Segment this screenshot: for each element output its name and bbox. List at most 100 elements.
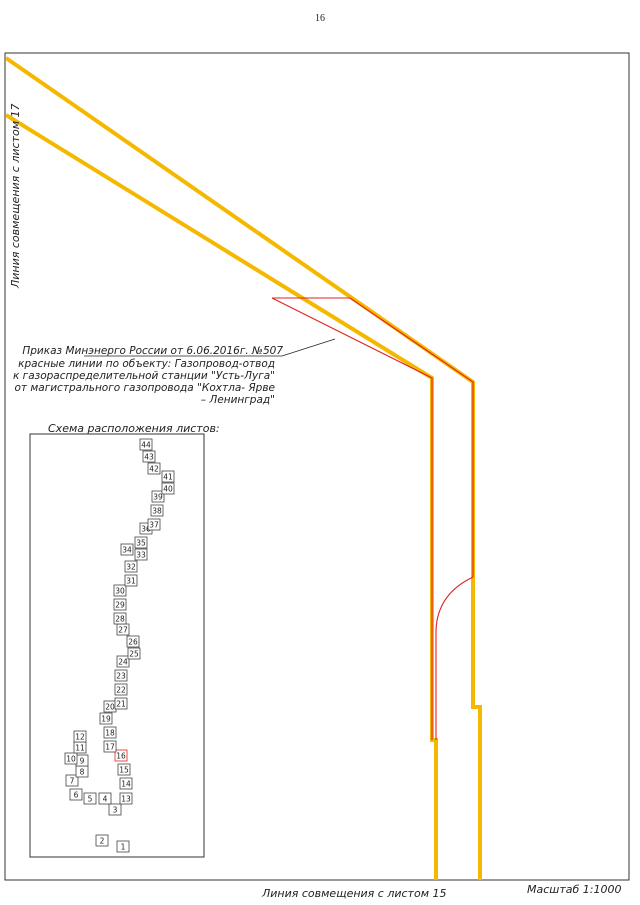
- sheet-box-23: 23: [114, 669, 128, 682]
- sheet-box-number: 7: [70, 777, 75, 786]
- sheet-box-frame: [119, 792, 133, 805]
- sheet-box-25: 25: [127, 647, 141, 660]
- sheet-box-number: 11: [75, 744, 85, 753]
- sheet-box-37: 37: [147, 518, 161, 531]
- sheet-box-number: 13: [121, 795, 131, 804]
- sheet-box-17: 17: [103, 740, 117, 753]
- order-note-line-4: от магистрального газопровода "Кохтла- Я…: [14, 382, 275, 394]
- sheet-box-number: 22: [116, 686, 126, 695]
- sheet-box-number: 38: [152, 507, 162, 516]
- sheet-box-number: 10: [66, 755, 76, 764]
- sheet-box-frame: [95, 834, 109, 847]
- sheet-box-number: 32: [126, 563, 136, 572]
- sheet-box-number: 30: [115, 587, 125, 596]
- sheet-box-number: 39: [153, 493, 163, 502]
- sheet-box-frame: [139, 438, 153, 451]
- sheet-box-15: 15: [117, 763, 131, 776]
- sheet-box-number: 18: [105, 729, 115, 738]
- order-note-line-2: красные линии по объекту: Газопровод-отв…: [18, 358, 275, 370]
- order-note-line-5: – Ленинград": [201, 394, 275, 406]
- scheme-frame: [29, 433, 205, 858]
- red-line-lower: [271, 297, 433, 740]
- sheet-box-frame: [73, 730, 87, 743]
- sheet-box-33: 33: [134, 548, 148, 561]
- red-line-curve: [435, 576, 474, 740]
- note-leader-line: [84, 338, 336, 357]
- sheet-box-number: 16: [116, 752, 126, 761]
- order-note-line-1: Приказ Минэнерго России от 6.06.2016г. №…: [22, 345, 283, 357]
- sheet-box-number: 28: [115, 615, 125, 624]
- sheet-box-5: 5: [83, 792, 97, 805]
- sheet-box-number: 44: [141, 441, 151, 450]
- sheet-box-number: 24: [118, 658, 128, 667]
- sheet-box-number: 4: [103, 795, 108, 804]
- sheet-box-number: 15: [119, 766, 129, 775]
- sheet-box-number: 19: [101, 715, 111, 724]
- sheet-box-11: 11: [73, 741, 87, 754]
- sheet-box-frame: [65, 774, 79, 787]
- sheet-box-number: 31: [126, 577, 136, 586]
- sheet-box-14: 14: [119, 777, 133, 790]
- sheet-box-2: 2: [95, 834, 109, 847]
- sheet-box-frame: [99, 712, 113, 725]
- sheet-box-number: 37: [149, 521, 159, 530]
- sheet-box-number: 26: [128, 638, 138, 647]
- sheet-box-number: 12: [75, 733, 85, 742]
- corridor-north-boundary: [4, 56, 482, 880]
- sheet-box-42: 42: [147, 462, 161, 475]
- order-note: Приказ Минэнерго России от 6.06.2016г. №…: [13, 345, 283, 406]
- sheet-box-number: 25: [129, 650, 139, 659]
- sheet-box-number: 27: [118, 626, 128, 635]
- sheet-box-30: 30: [113, 584, 127, 597]
- sheet-box-frame: [116, 655, 130, 668]
- sheet-box-frame: [69, 788, 83, 801]
- sheet-box-21: 21: [114, 697, 128, 710]
- sheet-box-frame: [114, 669, 128, 682]
- sheet-layout-scheme: Схема расположения листов: 1234567891011…: [29, 422, 220, 858]
- sheet-box-number: 33: [136, 551, 146, 560]
- sheet-box-9: 9: [75, 754, 89, 767]
- sheet-frame: [4, 52, 630, 881]
- sheet-box-18: 18: [103, 726, 117, 739]
- sheet-box-frame: [124, 574, 138, 587]
- sheet-box-frame: [113, 598, 127, 611]
- sheet-box-43: 43: [142, 450, 156, 463]
- sheet-box-24: 24: [116, 655, 130, 668]
- sheet-box-number: 41: [163, 473, 173, 482]
- sheet-box-number: 14: [121, 780, 131, 789]
- sheet-box-number: 2: [100, 837, 105, 846]
- sheet-box-frame: [151, 490, 165, 503]
- sheet-box-29: 29: [113, 598, 127, 611]
- sheet-box-frame: [114, 683, 128, 696]
- match-line-label-left: Линия совмещения с листом 17: [9, 104, 22, 290]
- scale-label: Масштаб 1:1000: [527, 883, 621, 896]
- sheet-box-3: 3: [108, 803, 122, 816]
- sheet-box-6: 6: [69, 788, 83, 801]
- sheet-box-22: 22: [114, 683, 128, 696]
- sheet-box-frame: [108, 803, 122, 816]
- sheet-box-number: 9: [80, 757, 85, 766]
- sheet-box-number: 3: [113, 806, 118, 815]
- sheet-box-31: 31: [124, 574, 138, 587]
- sheet-box-19: 19: [99, 712, 113, 725]
- sheet-box-frame: [64, 752, 78, 765]
- sheet-box-frame: [161, 482, 175, 495]
- sheet-box-frame: [113, 584, 127, 597]
- sheet-box-8: 8: [75, 765, 89, 778]
- page-number: 16: [315, 13, 325, 24]
- sheet-box-frame: [161, 470, 175, 483]
- sheet-box-frame: [134, 536, 148, 549]
- sheet-box-38: 38: [150, 504, 164, 517]
- sheet-box-frame: [126, 635, 140, 648]
- sheet-box-number: 1: [121, 843, 126, 852]
- sheet-box-28: 28: [113, 612, 127, 625]
- red-lines: [271, 297, 474, 740]
- sheet-box-frame: [150, 504, 164, 517]
- sheet-box-frame: [103, 740, 117, 753]
- sheet-box-number: 29: [115, 601, 125, 610]
- sheet-box-number: 20: [105, 703, 115, 712]
- sheet-box-number: 8: [80, 768, 85, 777]
- sheet-box-40: 40: [161, 482, 175, 495]
- sheet-box-7: 7: [65, 774, 79, 787]
- sheet-box-32: 32: [124, 560, 138, 573]
